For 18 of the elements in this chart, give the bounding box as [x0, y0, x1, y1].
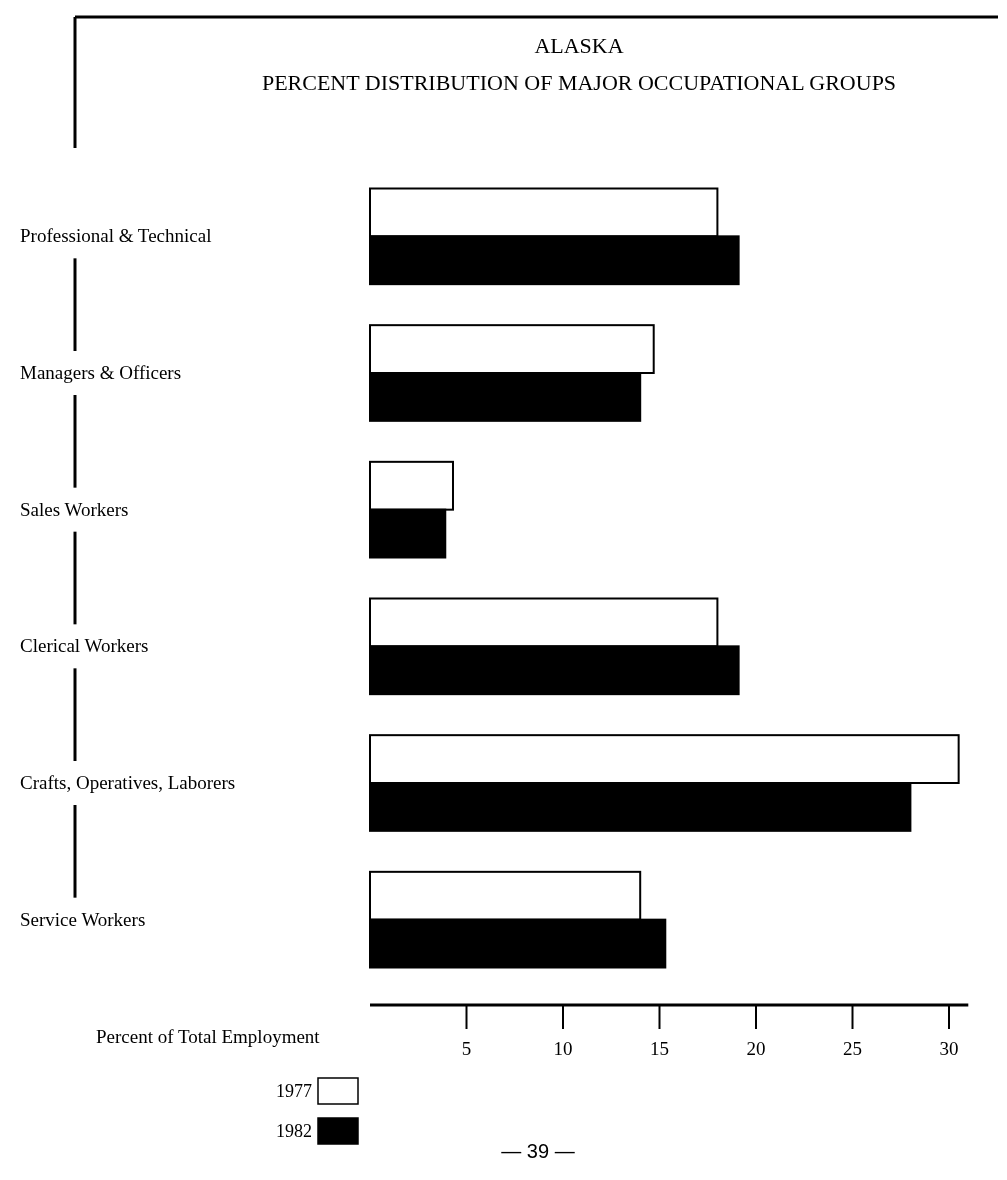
y-tick-label: Clerical Workers: [20, 635, 149, 657]
y-tick-label: Sales Workers: [20, 498, 129, 520]
x-tick-label: 25: [843, 1038, 862, 1059]
y-tick-label: Managers & Officers: [20, 362, 182, 383]
chart-subtitle: PERCENT DISTRIBUTION OF MAJOR OCCUPATIONAL GROUPS: [261, 70, 897, 95]
y-tick-label: Service Workers: [20, 908, 146, 930]
y-tick-label: Crafts, Operatives, Laborers: [20, 772, 236, 793]
x-tick-label: 15: [650, 1038, 669, 1059]
x-tick-label: 10: [553, 1038, 573, 1059]
legend-label: 1977: [276, 1081, 312, 1101]
text: — 39 —: [501, 1140, 575, 1162]
x-tick-label: 30: [939, 1038, 959, 1059]
x-tick-label: 20: [746, 1038, 766, 1059]
chart-title: ALASKA: [534, 33, 624, 58]
legend-label: 1982: [276, 1121, 312, 1141]
y-tick-label: Professional & Technical: [20, 225, 212, 247]
x-axis-title: Percent of Total Employment: [96, 1026, 321, 1047]
x-tick-label: 5: [461, 1038, 472, 1059]
